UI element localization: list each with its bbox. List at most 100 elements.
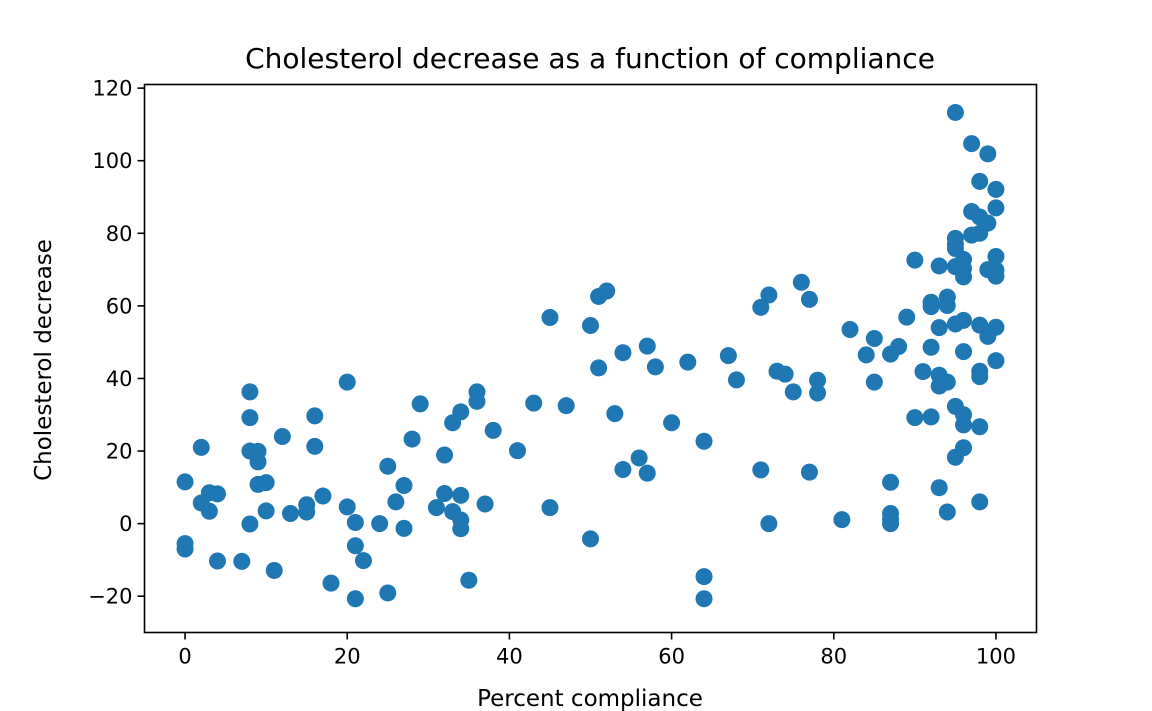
data-point [914,363,932,381]
data-point [638,464,656,482]
data-point [582,530,599,548]
data-point [906,409,924,427]
data-point [955,259,973,277]
data-point [460,571,478,589]
data-point [614,461,632,479]
data-point [922,298,940,316]
y-tick-label: 40 [106,367,133,391]
data-point [176,473,194,491]
data-point [963,135,981,153]
data-points [176,103,1005,608]
data-point [922,338,940,356]
data-point [809,384,827,402]
data-point [930,257,948,275]
data-point [752,461,770,479]
data-point [273,428,291,446]
data-point [452,486,470,504]
y-tick-label: 120 [92,77,132,101]
data-point [590,359,608,377]
data-point [265,561,283,579]
data-point [663,414,681,432]
data-point [955,439,973,457]
data-point [509,442,527,460]
data-point [857,346,875,364]
data-point [346,537,364,555]
data-point [776,365,794,383]
data-point [800,463,818,481]
data-point [971,493,989,511]
y-tick-label: 0 [119,512,132,536]
data-point [987,267,1005,285]
y-tick-label: 60 [106,294,133,318]
y-axis-label: Cholesterol decrease [31,239,57,481]
data-point [987,248,1005,266]
data-point [752,298,770,316]
data-point [387,493,405,511]
data-point [865,330,883,348]
y-tick-label: −20 [88,585,132,609]
data-point [955,343,973,361]
y-tick-label: 80 [106,222,133,246]
data-point [208,552,226,570]
data-point [955,416,973,434]
data-point [200,502,218,520]
data-point [306,407,324,425]
x-tick-label: 80 [820,645,847,669]
data-point [379,457,397,475]
data-point [476,495,494,513]
data-point [809,371,827,389]
data-point [249,453,267,471]
data-point [792,273,810,291]
data-point [695,432,713,450]
data-point [346,514,364,532]
data-point [582,316,599,334]
data-point [760,515,778,533]
data-point [695,568,713,586]
data-point [468,392,486,410]
data-point [314,487,332,505]
data-point [865,373,883,391]
data-point [525,394,543,412]
x-tick-label: 60 [658,645,685,669]
data-point [971,172,989,190]
x-axis: 0 20 40 60 80 100 [178,632,1016,669]
data-point [987,199,1005,217]
data-point [411,395,429,413]
data-point [938,503,956,521]
data-point [946,235,964,253]
plot-frame [143,83,1038,634]
data-point [930,319,948,337]
data-point [979,214,997,232]
data-point [241,409,259,427]
data-point [371,515,389,533]
data-point [241,515,259,533]
data-point [898,308,916,326]
data-point [395,477,413,495]
data-point [946,103,964,121]
data-point [192,438,210,456]
data-point [800,290,818,308]
data-point [452,520,470,538]
data-point [882,515,900,533]
data-point [395,519,413,537]
data-point [403,430,421,448]
x-tick-label: 40 [496,645,523,669]
data-point [833,511,851,529]
data-point [257,502,275,520]
data-point [922,408,940,426]
data-point [719,347,737,365]
data-point [346,590,364,608]
data-point [882,473,900,491]
data-point [784,383,802,401]
data-point [557,397,575,415]
y-tick-label: 20 [106,440,133,464]
data-point [452,403,470,421]
data-point [379,584,397,602]
data-point [727,371,745,389]
data-point [930,479,948,497]
data-point [338,373,356,391]
data-point [979,145,997,163]
data-point [614,344,632,362]
